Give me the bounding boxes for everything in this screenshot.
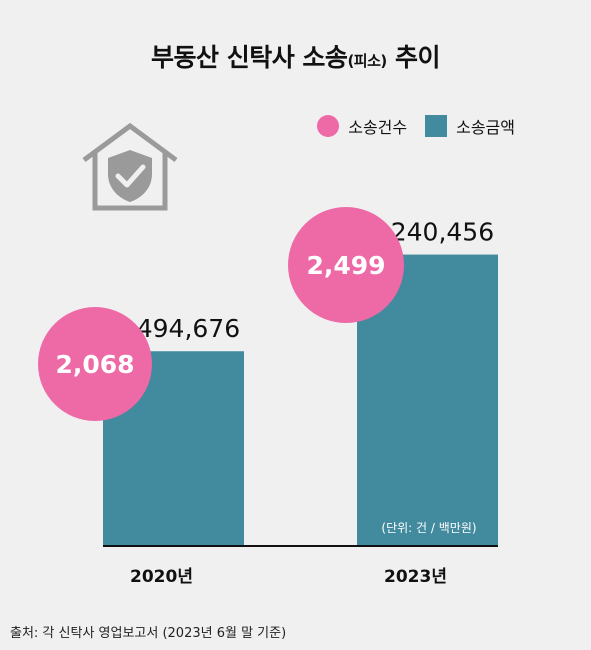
count-value-label-0: 2,068 bbox=[55, 350, 134, 379]
legend-count-label: 소송건수 bbox=[348, 118, 408, 137]
legend-circle-swatch bbox=[317, 115, 340, 137]
count-bubble-0 bbox=[38, 307, 152, 421]
x-tick-label-1: 2023년 bbox=[384, 567, 447, 587]
x-tick-label-0: 2020년 bbox=[130, 567, 193, 587]
title-sub: (피소) bbox=[347, 52, 387, 70]
legend-item-amount: 소송금액 bbox=[425, 114, 515, 138]
legend-square-swatch bbox=[425, 115, 448, 137]
unit-note: (단위: 건 / 백만원) bbox=[381, 521, 476, 535]
title-main: 부동산 신탁사 소송 bbox=[151, 43, 348, 72]
source-note: 출처: 각 신탁사 영업보고서 (2023년 6월 말 기준) bbox=[10, 626, 287, 641]
house-shield-check-icon bbox=[82, 122, 178, 211]
count-bubble-1 bbox=[288, 207, 404, 323]
legend-amount-label: 소송금액 bbox=[456, 118, 515, 137]
legend: 소송건수 소송금액 bbox=[299, 114, 515, 138]
legend-item-count: 소송건수 bbox=[317, 114, 407, 138]
title-tail: 추이 bbox=[386, 43, 441, 72]
chart-title: 부동산 신탁사 소송(피소) 추이 bbox=[0, 38, 591, 74]
count-value-label-1: 2,499 bbox=[306, 251, 385, 280]
